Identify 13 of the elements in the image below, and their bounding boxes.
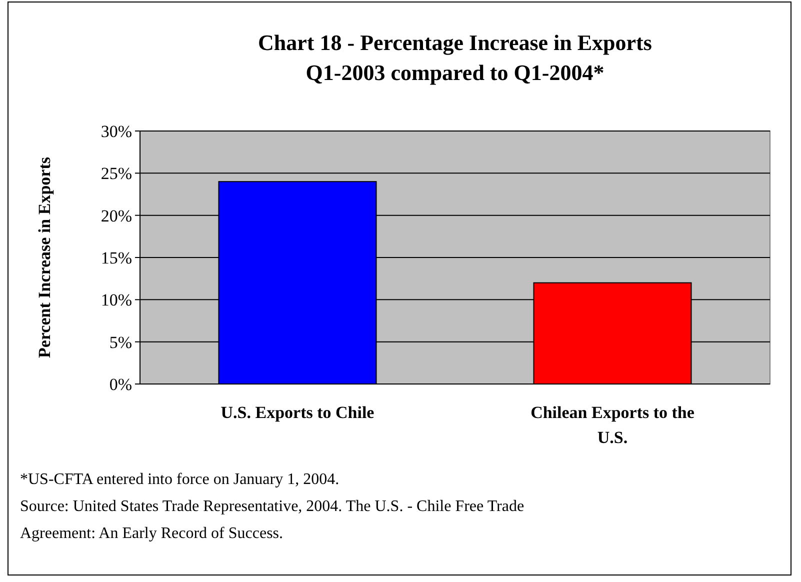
y-axis-title: Percent Increase in Exports xyxy=(35,156,54,358)
y-tick-label: 0% xyxy=(109,374,132,394)
source-note: Source: United States Trade Representative, 2004. The U.S. - Chile Free Trade Agreement: An Early Record of Success. xyxy=(20,498,524,542)
y-tick-label: 20% xyxy=(100,206,132,226)
chart-title: Chart 18 - Percentage Increase in Exports Q1-2003 compared to Q1-2004* xyxy=(258,30,652,85)
y-tick-label: 10% xyxy=(100,290,132,310)
y-tick-label: 30% xyxy=(100,122,132,141)
x-tick-label: U.S. Exports to Chile xyxy=(220,403,375,422)
text: *US-CFTA entered into force on January 1, 2004. xyxy=(20,471,340,488)
x-tick-label: Chilean Exports to the U.S. xyxy=(530,403,695,447)
y-tick-label: 25% xyxy=(100,164,132,184)
y-tick-label: 15% xyxy=(100,248,132,268)
y-tick-label: 5% xyxy=(109,332,132,352)
